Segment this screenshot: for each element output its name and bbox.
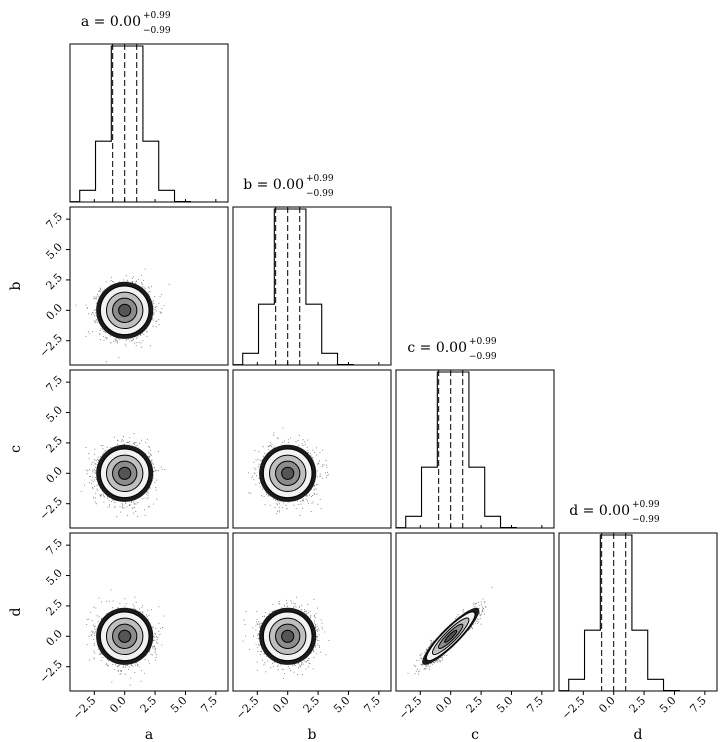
x-tick-label-c-1: 0.0 xyxy=(433,694,455,716)
title-a: a = 0.00 xyxy=(81,14,141,30)
panel-frame-a-b xyxy=(69,206,229,366)
x-tick-label-b-3: 5.0 xyxy=(331,694,353,716)
x-tick-label-b-0: −2.5 xyxy=(233,694,261,722)
panel-frame-b-d xyxy=(232,532,392,692)
contour-level-3-b-c xyxy=(281,466,295,480)
y-axis-label-b: b xyxy=(8,281,24,290)
x-tick-label-a-0: −2.5 xyxy=(70,694,98,722)
contour-level-3-a-c xyxy=(118,466,132,480)
x-tick-label-b-1: 0.0 xyxy=(270,694,292,716)
x-tick-label-d-0: −2.5 xyxy=(559,694,587,722)
panel-c-c: c = 0.00 +0.99 −0.99 xyxy=(395,337,555,529)
x-tick-label-c-2: 2.5 xyxy=(464,694,486,716)
x-tick-label-c-3: 5.0 xyxy=(494,694,516,716)
panel-b-c xyxy=(232,369,392,529)
title-d: d = 0.00 xyxy=(569,503,630,519)
histogram-d xyxy=(559,534,680,691)
panel-frame-d-d xyxy=(558,532,718,692)
panel-c-d: −2.5 0.0 2.5 5.0 7.5 c xyxy=(395,532,555,742)
panel-frame-c-c xyxy=(395,369,555,529)
x-tick-label-b-4: 7.5 xyxy=(361,694,383,716)
y-tick-label-b-4: 7.5 xyxy=(44,210,66,232)
y-tick-label-b-3: 5.0 xyxy=(44,240,66,262)
x-tick-label-b-2: 2.5 xyxy=(301,694,323,716)
y-tick-label-d-2: 2.5 xyxy=(44,597,66,619)
y-tick-label-d-3: 5.0 xyxy=(44,566,66,588)
y-tick-label-d-0: −2.5 xyxy=(37,658,65,686)
title-plus-a: +0.99 xyxy=(143,11,171,21)
y-tick-label-c-3: 5.0 xyxy=(44,403,66,425)
title-minus-d: −0.99 xyxy=(632,515,660,525)
x-tick-label-c-0: −2.5 xyxy=(396,694,424,722)
contour-level-3-a-b xyxy=(118,303,132,317)
panel-a-c: −2.5 0.0 2.5 5.0 7.5 c xyxy=(8,369,229,529)
panel-frame-a-c xyxy=(69,369,229,529)
y-tick-label-c-1: 0.0 xyxy=(44,464,66,486)
panel-frame-a-a xyxy=(69,43,229,203)
x-tick-label-d-3: 5.0 xyxy=(657,694,679,716)
title-plus-c: +0.99 xyxy=(469,337,497,347)
histogram-c xyxy=(396,371,517,528)
x-tick-label-a-3: 5.0 xyxy=(168,694,190,716)
x-tick-label-d-4: 7.5 xyxy=(687,694,709,716)
x-tick-label-a-4: 7.5 xyxy=(198,694,220,716)
x-tick-label-c-4: 7.5 xyxy=(524,694,546,716)
panel-a-d: −2.5 0.0 2.5 5.0 7.5 a −2.5 0.0 2.5 5.0 7.5 d xyxy=(8,532,229,742)
y-tick-label-b-2: 2.5 xyxy=(44,271,66,293)
panel-frame-a-d xyxy=(69,532,229,692)
histogram-b xyxy=(233,208,354,365)
y-tick-label-d-4: 7.5 xyxy=(44,536,66,558)
panel-frame-b-c xyxy=(232,369,392,529)
title-c: c = 0.00 xyxy=(407,340,467,356)
panel-b-b: b = 0.00 +0.99 −0.99 xyxy=(232,174,392,366)
x-axis-label-a: a xyxy=(145,727,153,742)
x-tick-label-a-2: 2.5 xyxy=(138,694,160,716)
title-minus-c: −0.99 xyxy=(469,352,497,362)
y-tick-label-c-4: 7.5 xyxy=(44,373,66,395)
panel-a-a: a = 0.00 +0.99 −0.99 xyxy=(69,11,229,203)
panel-frame-c-d xyxy=(395,532,555,692)
contour-level-3-b-d xyxy=(281,629,295,643)
y-axis-label-d: d xyxy=(8,607,24,616)
contour-level-3-a-d xyxy=(118,629,132,643)
histogram-a xyxy=(70,45,191,202)
panel-b-d: −2.5 0.0 2.5 5.0 7.5 b xyxy=(232,532,392,742)
title-b: b = 0.00 xyxy=(243,177,304,193)
contour-level-3-c-d xyxy=(444,629,458,643)
panel-d-d: d = 0.00 +0.99 −0.99 −2.5 0.0 2.5 5.0 7.5 d xyxy=(558,500,718,742)
title-plus-b: +0.99 xyxy=(306,174,334,184)
x-axis-label-b: b xyxy=(308,727,317,742)
y-tick-label-c-0: −2.5 xyxy=(37,495,65,523)
y-tick-label-b-0: −2.5 xyxy=(37,332,65,360)
y-axis-label-c: c xyxy=(8,445,24,453)
panel-a-b: −2.5 0.0 2.5 5.0 7.5 b xyxy=(8,206,229,366)
title-minus-a: −0.99 xyxy=(143,26,171,36)
y-tick-label-b-1: 0.0 xyxy=(44,301,66,323)
title-plus-d: +0.99 xyxy=(632,500,660,510)
title-minus-b: −0.99 xyxy=(306,189,334,199)
x-tick-label-d-1: 0.0 xyxy=(596,694,618,716)
y-tick-label-d-1: 0.0 xyxy=(44,627,66,649)
x-tick-label-a-1: 0.0 xyxy=(107,694,129,716)
x-tick-label-d-2: 2.5 xyxy=(627,694,649,716)
x-axis-label-d: d xyxy=(634,727,643,742)
panel-frame-b-b xyxy=(232,206,392,366)
x-axis-label-c: c xyxy=(471,727,479,742)
y-tick-label-c-2: 2.5 xyxy=(44,434,66,456)
